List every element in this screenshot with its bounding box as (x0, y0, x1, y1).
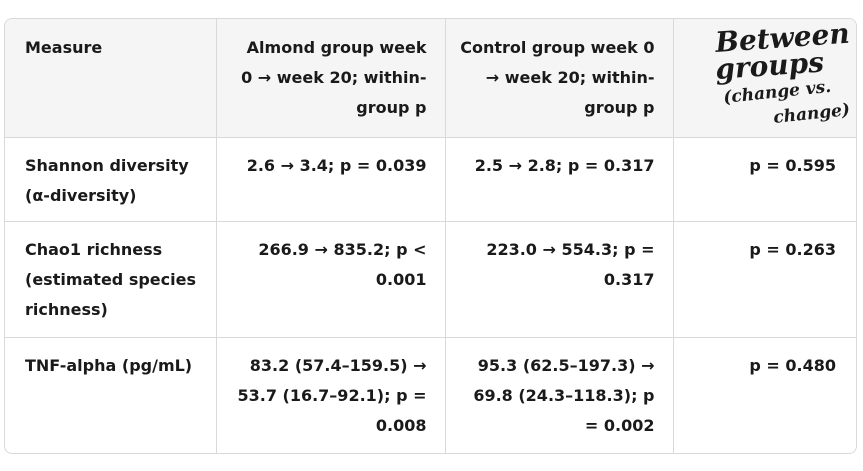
table-row: Shannon diversity (α-diversity) 2.6 → 3.… (5, 137, 856, 222)
row-measure: Shannon diversity (α-diversity) (5, 137, 217, 222)
row-between: p = 0.263 (673, 221, 856, 338)
header-control: Control group week 0 → week 20; within-g… (445, 19, 674, 138)
header-between-line3b: change) (772, 100, 851, 128)
header-almond: Almond group week 0 → week 20; within-gr… (216, 19, 446, 138)
table-row: TNF-alpha (pg/mL) 83.2 (57.4–159.5) → 53… (5, 337, 856, 453)
row-measure: TNF-alpha (pg/mL) (5, 337, 217, 453)
row-almond: 266.9 → 835.2; p < 0.001 (216, 221, 446, 338)
header-between-line2: groups (714, 45, 825, 86)
header-between-groups: Between groups (change vs. change) (673, 19, 856, 138)
row-control: 95.3 (62.5–197.3) → 69.8 (24.3–118.3); p… (445, 337, 674, 453)
handwritten-header: Between groups (change vs. change) (713, 19, 851, 128)
row-almond: 2.6 → 3.4; p = 0.039 (216, 137, 446, 222)
row-control: 2.5 → 2.8; p = 0.317 (445, 137, 674, 222)
table-row: Chao1 richness (estimated species richne… (5, 221, 856, 338)
row-between: p = 0.480 (749, 355, 836, 375)
header-measure: Measure (5, 19, 217, 138)
header-row: Measure Almond group week 0 → week 20; w… (5, 19, 856, 138)
row-between: p = 0.595 (673, 137, 856, 222)
results-table-container: Measure Almond group week 0 → week 20; w… (4, 18, 857, 454)
row-almond: 83.2 (57.4–159.5) → 53.7 (16.7–92.1); p … (216, 337, 446, 453)
row-control: 223.0 → 554.3; p = 0.317 (445, 221, 674, 338)
row-measure: Chao1 richness (estimated species richne… (5, 221, 217, 338)
results-table: Measure Almond group week 0 → week 20; w… (5, 19, 856, 453)
